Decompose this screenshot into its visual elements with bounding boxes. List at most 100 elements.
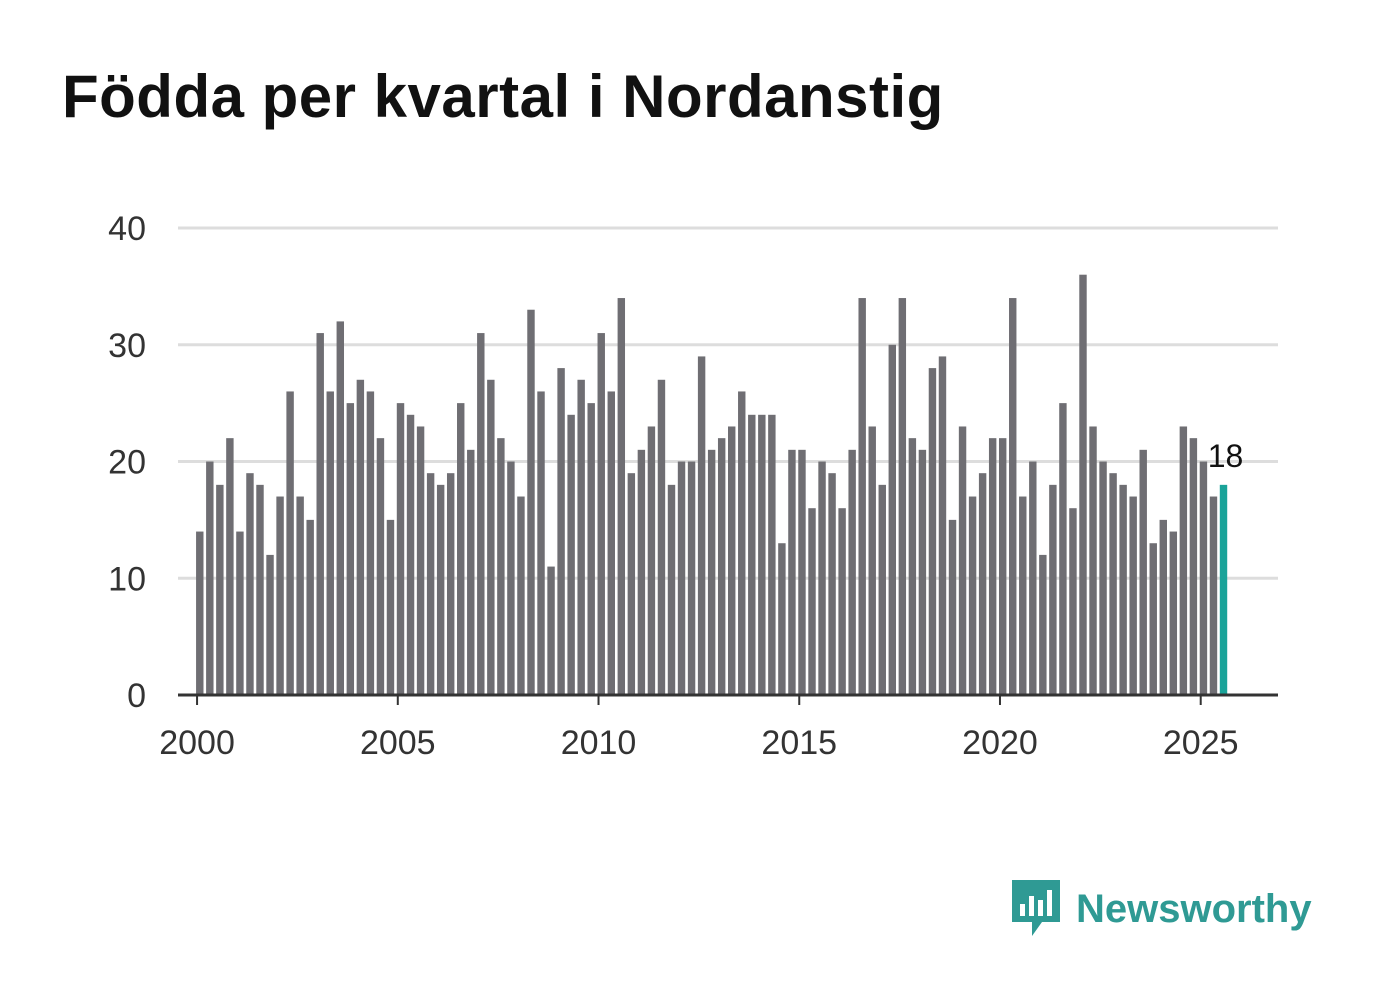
newsworthy-logo: Newsworthy (1010, 878, 1312, 940)
bar (968, 496, 977, 695)
bar (788, 449, 796, 695)
bar (978, 473, 987, 695)
bar (1099, 461, 1107, 695)
x-tick-label-2005: 2005 (360, 724, 436, 762)
bar (276, 496, 284, 695)
bar (567, 414, 575, 695)
chart-title: Födda per kvartal i Nordanstig (62, 63, 944, 130)
bar (617, 298, 626, 695)
bar (1159, 519, 1167, 695)
bar (998, 438, 1007, 695)
bar (1019, 496, 1027, 695)
bar (928, 368, 937, 695)
bar (246, 473, 254, 695)
newsworthy-logo-icon (1012, 880, 1060, 936)
bar (557, 368, 565, 695)
bar (938, 356, 947, 695)
bar (256, 484, 264, 695)
bar (577, 379, 585, 695)
x-tick-label-2025: 2025 (1163, 724, 1239, 762)
bar (527, 309, 535, 695)
bar (697, 356, 706, 695)
bar (687, 461, 696, 695)
bar (436, 484, 445, 695)
bar (587, 403, 595, 695)
bar (848, 449, 856, 695)
bar (647, 426, 656, 695)
bar (838, 508, 846, 695)
bar (226, 438, 234, 695)
bar (717, 438, 726, 695)
bar (477, 333, 485, 695)
bar (306, 519, 314, 695)
x-tick-label-2000: 2000 (159, 724, 235, 762)
y-tick-label-0: 0 (127, 677, 146, 715)
bar (296, 496, 304, 695)
bar (206, 461, 214, 695)
bar (878, 484, 886, 695)
y-tick-label-10: 10 (108, 560, 146, 598)
bar (1169, 531, 1178, 695)
x-tick-label-2010: 2010 (561, 724, 637, 762)
bar (467, 449, 475, 695)
bar (537, 391, 545, 695)
x-tick-label-2020: 2020 (962, 724, 1038, 762)
bar (958, 426, 967, 695)
bar (918, 449, 927, 695)
bar (1139, 449, 1147, 695)
bar (386, 519, 395, 695)
bar (988, 438, 997, 695)
bar (748, 414, 756, 695)
bar (1189, 438, 1198, 695)
bar (1059, 403, 1067, 695)
bar (818, 461, 826, 695)
bar (1009, 298, 1017, 695)
bar (667, 484, 676, 695)
bar (196, 531, 204, 695)
bar (1149, 543, 1157, 695)
y-tick-label-20: 20 (108, 444, 146, 482)
bar (316, 333, 324, 695)
bar (858, 298, 866, 695)
bar (768, 414, 776, 695)
bar (1089, 426, 1097, 695)
bar (356, 379, 365, 695)
bar (888, 344, 897, 695)
bar (607, 391, 615, 695)
brand-name: Newsworthy (1076, 886, 1312, 931)
bar (547, 566, 555, 695)
bar (808, 508, 816, 695)
bar (406, 414, 415, 695)
bar (286, 391, 294, 695)
bar (758, 414, 766, 695)
bar (1199, 461, 1208, 695)
bar (426, 473, 435, 695)
bar (1119, 484, 1127, 695)
bar (898, 298, 907, 695)
bars (196, 274, 1228, 695)
bar (266, 554, 274, 695)
bar (416, 426, 425, 695)
bar (336, 321, 345, 695)
bar (236, 531, 244, 695)
bar (627, 473, 636, 695)
bar (326, 391, 334, 695)
bar (637, 449, 646, 695)
bar (446, 473, 455, 695)
last-value-label: 18 (1208, 438, 1244, 474)
bar (497, 438, 505, 695)
bar (396, 403, 405, 695)
bar (216, 484, 224, 695)
bar (1129, 496, 1137, 695)
bar (798, 449, 806, 695)
bar (948, 519, 957, 695)
bar (677, 461, 686, 695)
bar (657, 379, 666, 695)
bar (1209, 496, 1218, 695)
bar (1049, 484, 1057, 695)
y-tick-label-30: 30 (108, 327, 146, 365)
x-axis-ticks (196, 695, 1202, 705)
x-axis-labels: 2000 2005 2010 2015 2020 2025 (159, 724, 1238, 762)
bar (908, 438, 917, 695)
bar (778, 543, 786, 695)
